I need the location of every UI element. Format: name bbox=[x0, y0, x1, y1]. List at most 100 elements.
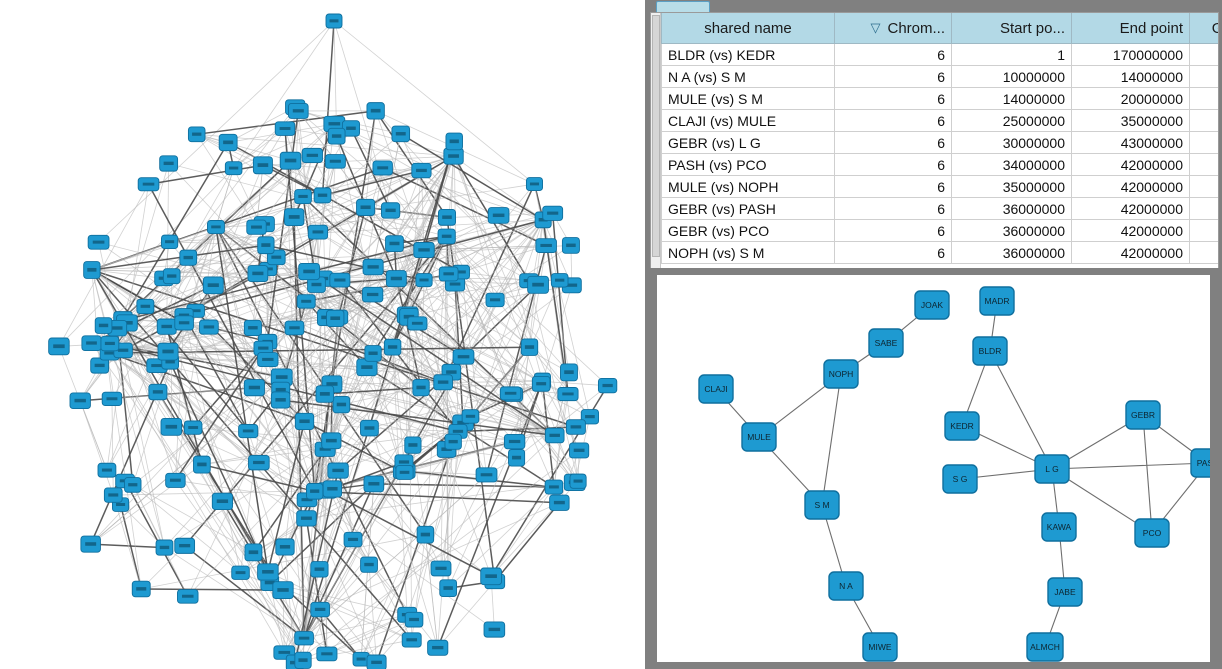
detail-edge[interactable] bbox=[1142, 414, 1153, 534]
overview-edge[interactable] bbox=[284, 128, 319, 233]
table-row[interactable]: BLDR (vs) KEDR61170000000192.0 bbox=[661, 43, 1218, 66]
overview-edge[interactable] bbox=[373, 483, 442, 569]
node-shape[interactable] bbox=[698, 374, 734, 404]
table-row[interactable]: GEBR (vs) PASH636000000420000008.9 bbox=[661, 197, 1218, 220]
overview-edge[interactable] bbox=[240, 572, 305, 639]
overview-edge[interactable] bbox=[117, 327, 268, 360]
overview-edge[interactable] bbox=[208, 326, 281, 401]
overview-edge[interactable] bbox=[248, 430, 339, 471]
overview-edge[interactable] bbox=[294, 450, 580, 664]
overview-edge[interactable] bbox=[148, 164, 264, 185]
detail-node-pash[interactable]: PASH bbox=[1190, 448, 1210, 478]
detail-edge[interactable] bbox=[821, 373, 842, 506]
overview-edge[interactable] bbox=[111, 226, 217, 400]
overview-edge[interactable] bbox=[437, 441, 454, 648]
overview-edge[interactable] bbox=[453, 156, 580, 451]
overview-edge[interactable] bbox=[91, 269, 164, 279]
overview-edge[interactable] bbox=[510, 280, 561, 394]
column-header-start-point[interactable]: Start po... bbox=[951, 13, 1072, 44]
data-table-container[interactable]: shared name ▽ Chrom... Start po... bbox=[650, 12, 1219, 270]
overview-edge[interactable] bbox=[516, 372, 570, 458]
overview-edge[interactable] bbox=[460, 183, 535, 273]
overview-edge[interactable] bbox=[90, 543, 165, 549]
table-row[interactable]: NOPH (vs) S M636000000420000009.9 bbox=[661, 241, 1218, 264]
overview-edge[interactable] bbox=[254, 387, 332, 442]
overview-edge[interactable] bbox=[331, 284, 539, 442]
node-shape[interactable] bbox=[972, 336, 1008, 366]
overview-edge[interactable] bbox=[494, 502, 560, 582]
overview-edge[interactable] bbox=[324, 386, 422, 395]
overview-edge[interactable] bbox=[215, 168, 235, 228]
overview-edge[interactable] bbox=[306, 499, 377, 663]
overview-edge[interactable] bbox=[213, 284, 555, 436]
overview-edge[interactable] bbox=[164, 547, 305, 639]
node-shape[interactable] bbox=[804, 490, 840, 520]
node-shape[interactable] bbox=[823, 359, 859, 389]
overview-edge[interactable] bbox=[262, 164, 366, 208]
overview-edge[interactable] bbox=[187, 257, 210, 328]
overview-edge[interactable] bbox=[447, 441, 515, 589]
overview-edge[interactable] bbox=[267, 421, 306, 573]
overview-edge[interactable] bbox=[452, 380, 543, 443]
overview-edge[interactable] bbox=[233, 123, 335, 169]
overview-edge[interactable] bbox=[308, 270, 556, 437]
overview-edge[interactable] bbox=[157, 391, 328, 491]
node-shape[interactable] bbox=[862, 632, 898, 662]
overview-edge[interactable] bbox=[141, 588, 284, 591]
overview-edge[interactable] bbox=[215, 226, 255, 388]
table-row[interactable]: PASH (vs) PCO6340000004200000011.4 bbox=[661, 153, 1218, 176]
overview-edge[interactable] bbox=[304, 421, 370, 429]
overview-edge[interactable] bbox=[453, 155, 544, 221]
network-overview-panel[interactable] bbox=[0, 0, 645, 669]
overview-edge[interactable] bbox=[360, 619, 415, 660]
node-shape[interactable] bbox=[942, 464, 978, 494]
overview-edge[interactable] bbox=[174, 341, 269, 481]
node-shape[interactable] bbox=[1041, 512, 1077, 542]
overview-edge[interactable] bbox=[183, 315, 241, 573]
overview-edge[interactable] bbox=[284, 546, 296, 663]
detail-node-mule[interactable]: MULE bbox=[741, 422, 777, 452]
detail-node-miwe[interactable]: MIWE bbox=[862, 632, 898, 662]
overview-edge[interactable] bbox=[542, 285, 573, 382]
detail-node-s-m[interactable]: S M bbox=[804, 490, 840, 520]
overview-edge[interactable] bbox=[337, 207, 367, 318]
overview-edge[interactable] bbox=[314, 161, 336, 492]
overview-edge[interactable] bbox=[169, 244, 267, 363]
table-row[interactable]: GEBR (vs) PCO636000000420000008.4 bbox=[661, 219, 1218, 242]
overview-edge[interactable] bbox=[91, 269, 413, 641]
overview-edge[interactable] bbox=[119, 504, 142, 590]
overview-edge[interactable] bbox=[175, 387, 255, 481]
node-shape[interactable] bbox=[741, 422, 777, 452]
node-shape[interactable] bbox=[1134, 518, 1170, 548]
overview-edge[interactable] bbox=[372, 133, 402, 268]
overview-edge[interactable] bbox=[446, 236, 511, 394]
overview-edge[interactable] bbox=[294, 155, 454, 329]
overview-edge[interactable] bbox=[322, 169, 422, 197]
column-header-end-point[interactable]: End point bbox=[1071, 13, 1190, 44]
overview-edge[interactable] bbox=[227, 106, 296, 143]
detail-node-kawa[interactable]: KAWA bbox=[1041, 512, 1077, 542]
overview-edge[interactable] bbox=[167, 351, 555, 436]
overview-edge[interactable] bbox=[412, 382, 444, 446]
overview-edge[interactable] bbox=[267, 359, 367, 368]
overview-edge[interactable] bbox=[302, 444, 414, 661]
node-shape[interactable] bbox=[1034, 454, 1070, 484]
overview-edge[interactable] bbox=[326, 489, 492, 577]
overview-edge[interactable] bbox=[106, 326, 168, 471]
overview-edge[interactable] bbox=[109, 167, 383, 354]
detail-network-svg[interactable]: CLAJI MULE NOPH SABE JOAK S M N A MIWE MADR BLDR K… bbox=[657, 275, 1210, 662]
node-shape[interactable] bbox=[1047, 577, 1083, 607]
detail-node-kedr[interactable]: KEDR bbox=[944, 411, 980, 441]
overview-edge[interactable] bbox=[91, 269, 185, 324]
overview-edge[interactable] bbox=[213, 284, 295, 329]
overview-edge[interactable] bbox=[314, 490, 560, 504]
detail-edge[interactable] bbox=[1051, 462, 1209, 470]
overview-edge[interactable] bbox=[166, 326, 555, 436]
overview-edge[interactable] bbox=[529, 346, 591, 418]
overview-edge[interactable] bbox=[215, 226, 269, 573]
overview-edge[interactable] bbox=[314, 219, 544, 492]
overview-edge[interactable] bbox=[171, 275, 323, 280]
overview-edge[interactable] bbox=[266, 110, 300, 342]
overview-edge[interactable] bbox=[332, 488, 370, 565]
overview-edge[interactable] bbox=[325, 317, 459, 432]
